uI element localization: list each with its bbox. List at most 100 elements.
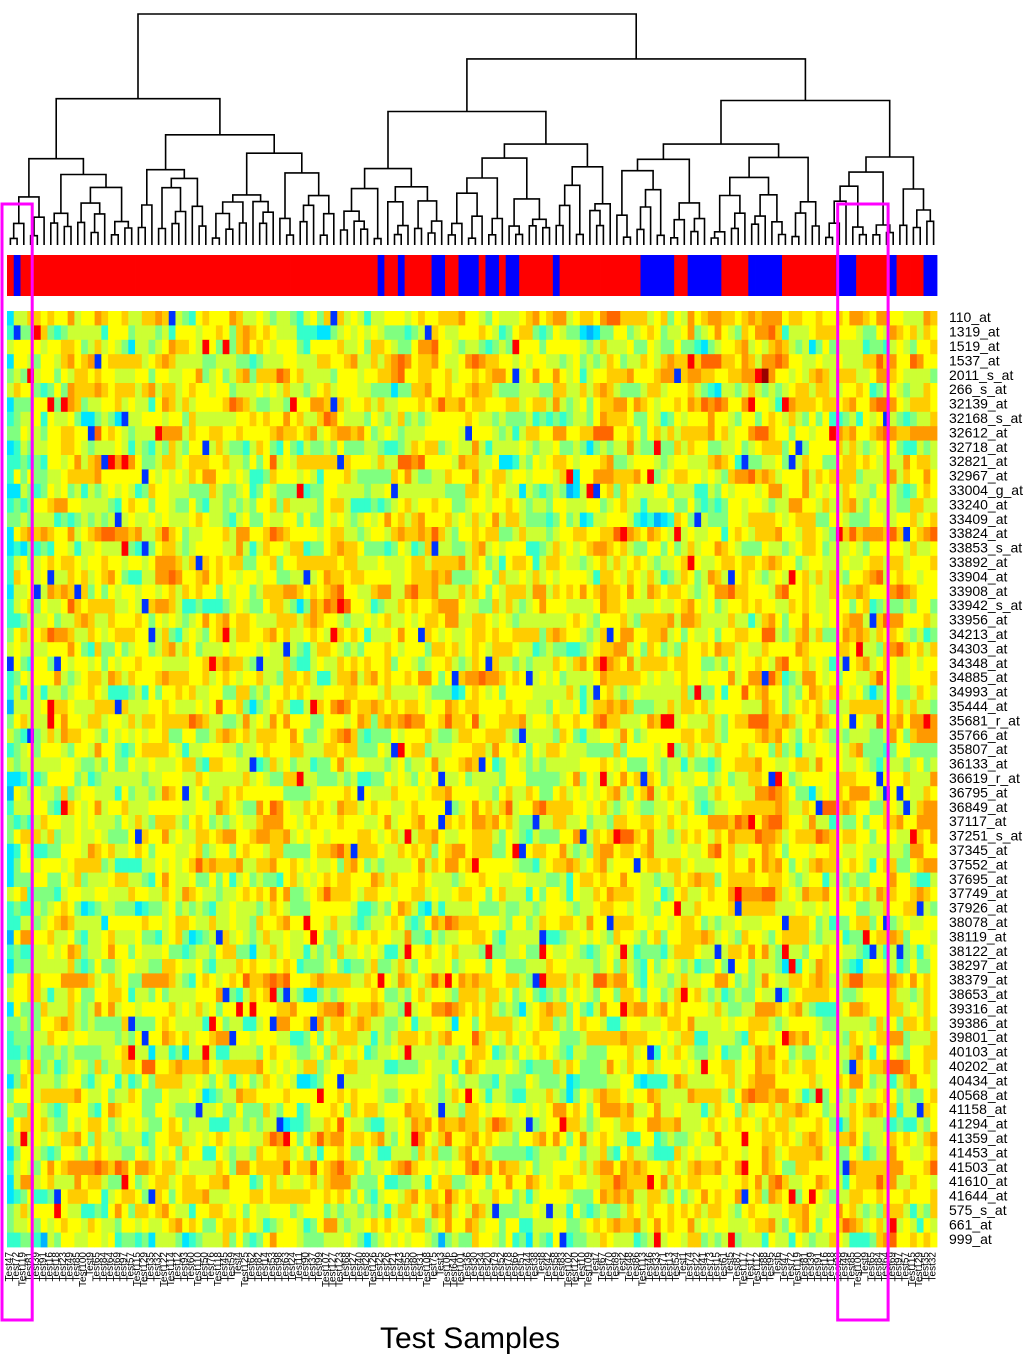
- heatmap-cell: [424, 339, 432, 355]
- heatmap-cell: [330, 339, 338, 355]
- heatmap-cell: [687, 627, 695, 643]
- heatmap-cell: [930, 426, 938, 441]
- heatmap-cell: [7, 512, 15, 528]
- heatmap-cell: [525, 354, 534, 369]
- heatmap-cell: [916, 527, 924, 542]
- heatmap-cell: [896, 354, 904, 369]
- heatmap-cell: [532, 786, 540, 801]
- heatmap-cell: [546, 483, 554, 499]
- heatmap-cell: [566, 728, 574, 744]
- heatmap-cell: [835, 627, 844, 643]
- heatmap-cell: [384, 469, 392, 485]
- class-bar-cell: [627, 255, 635, 296]
- heatmap-cell: [748, 411, 756, 427]
- heatmap-cell: [276, 483, 284, 499]
- heatmap-cell: [438, 383, 446, 398]
- class-bar-cell: [310, 255, 318, 296]
- heatmap-cell: [40, 599, 48, 614]
- heatmap-cell: [687, 440, 695, 456]
- dendrogram-branch: [225, 228, 234, 245]
- heatmap-cell: [546, 743, 554, 758]
- heatmap-cell: [148, 311, 156, 326]
- heatmap-cell: [519, 383, 527, 398]
- heatmap-cell: [121, 757, 129, 773]
- heatmap-cell: [869, 570, 877, 585]
- dendrogram-branch: [730, 227, 739, 245]
- heatmap-cell: [296, 642, 304, 657]
- heatmap-cell: [114, 555, 122, 571]
- heatmap-cell: [162, 397, 170, 413]
- heatmap-cell: [539, 771, 547, 787]
- heatmap-cell: [640, 743, 648, 758]
- heatmap-cell: [242, 555, 251, 571]
- heatmap-cell: [761, 627, 769, 643]
- heatmap-cell: [215, 642, 224, 657]
- heatmap-cell: [862, 642, 871, 657]
- heatmap-cell: [512, 455, 520, 470]
- heatmap-cell: [627, 383, 635, 398]
- heatmap-cell: [438, 397, 446, 413]
- heatmap-cell: [680, 627, 689, 643]
- heatmap-cell: [438, 440, 446, 456]
- heatmap-cell: [370, 311, 379, 326]
- heatmap-cell: [546, 642, 554, 657]
- heatmap-cell: [168, 570, 176, 585]
- class-bar-cell: [694, 255, 702, 296]
- heatmap-cell: [431, 599, 439, 614]
- heatmap-cell: [505, 555, 513, 571]
- heatmap-cell: [842, 584, 850, 600]
- heatmap-cell: [896, 483, 904, 499]
- heatmap-cell: [613, 397, 621, 413]
- heatmap-cell: [613, 426, 621, 441]
- heatmap-cell: [492, 455, 500, 470]
- heatmap-cell: [458, 570, 466, 585]
- heatmap-cell: [627, 671, 635, 686]
- heatmap-cell: [930, 541, 938, 557]
- heatmap-cell: [33, 800, 42, 816]
- heatmap-cell: [364, 455, 372, 470]
- heatmap-cell: [350, 368, 358, 384]
- heatmap-cell: [202, 570, 210, 585]
- heatmap-cell: [303, 599, 311, 614]
- heatmap-cell: [539, 786, 547, 801]
- heatmap-cell: [377, 527, 385, 542]
- heatmap-cell: [627, 771, 635, 787]
- heatmap-cell: [209, 743, 217, 758]
- heatmap-cell: [256, 339, 264, 355]
- heatmap-cell: [923, 786, 931, 801]
- heatmap-cell: [512, 613, 520, 629]
- heatmap-cell: [384, 757, 392, 773]
- heatmap-cell: [135, 527, 143, 542]
- heatmap-cell: [559, 325, 567, 341]
- heatmap-cell: [303, 570, 311, 585]
- heatmap-cell: [566, 368, 574, 384]
- class-bar-cell: [485, 255, 493, 296]
- heatmap-cell: [215, 699, 224, 715]
- heatmap-cell: [910, 656, 918, 672]
- heatmap-cell: [876, 512, 884, 528]
- heatmap-cell: [714, 440, 722, 456]
- heatmap-cell: [633, 685, 641, 701]
- heatmap-cell: [546, 714, 554, 729]
- heatmap-cell: [222, 570, 230, 585]
- heatmap-cell: [667, 757, 675, 773]
- heatmap-cell: [263, 455, 271, 470]
- heatmap-cell: [835, 570, 844, 585]
- heatmap-cell: [768, 786, 776, 801]
- heatmap-cell: [539, 383, 547, 398]
- heatmap-cell: [162, 512, 170, 528]
- heatmap-cell: [586, 411, 594, 427]
- heatmap-cell: [546, 383, 554, 398]
- heatmap-cell: [87, 411, 96, 427]
- heatmap-cell: [411, 498, 419, 513]
- heatmap-cell: [283, 397, 291, 413]
- heatmap-cell: [795, 599, 803, 614]
- heatmap-cell: [74, 671, 82, 686]
- heatmap-cell: [13, 469, 21, 485]
- heatmap-cell: [910, 483, 918, 499]
- dendrogram-branch: [215, 212, 231, 239]
- heatmap-cell: [512, 325, 520, 341]
- heatmap-cell: [842, 771, 850, 787]
- heatmap-cell: [728, 555, 736, 571]
- heatmap-cell: [148, 455, 156, 470]
